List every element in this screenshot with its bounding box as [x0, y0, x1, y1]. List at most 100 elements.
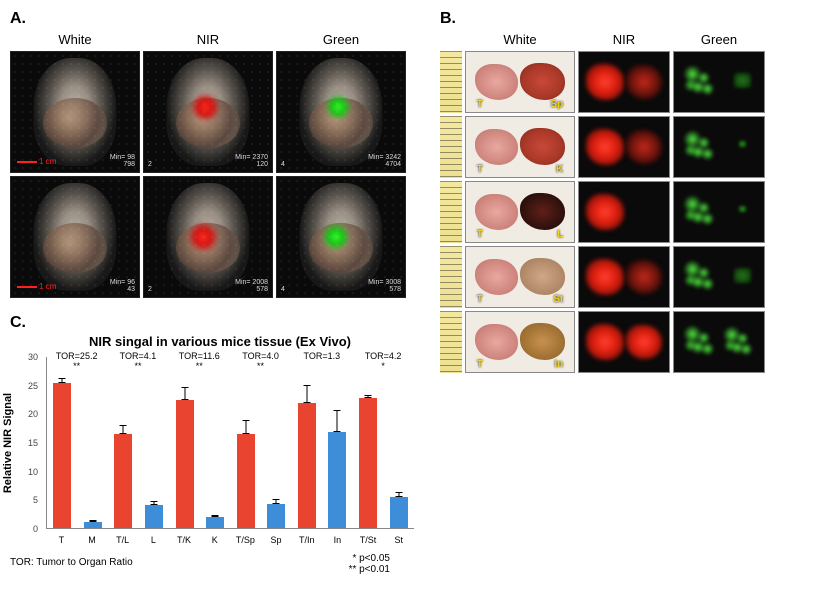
organ-white-image: T Sp [465, 51, 575, 113]
organ-nir-image [578, 246, 670, 308]
panel-c: C. NIR singal in various mice tissue (Ex… [10, 314, 430, 575]
bar [176, 400, 194, 528]
bar-group [292, 357, 323, 528]
bar [84, 522, 102, 528]
bar [53, 383, 71, 528]
error-bar [276, 499, 277, 504]
organ-label: L [557, 229, 563, 240]
organ-green-image [673, 311, 765, 373]
panel-c-label: C. [10, 314, 26, 331]
min-max-readout: Min= 9643 [110, 279, 135, 293]
bar-group [169, 357, 200, 528]
y-axis: Relative NIR Signal 051015202530 [10, 357, 42, 529]
panel-b-grid: WhiteNIRGreenTSpTKTLTStTIn [440, 32, 810, 373]
min-max-readout: Min= 2008578 [235, 279, 268, 293]
bars-container [47, 357, 414, 528]
panel-a: A. WhiteNIRGreen1 cmMin= 987982Min= 2370… [10, 10, 430, 298]
ruler [440, 51, 462, 113]
error-bar [215, 515, 216, 517]
min-max-readout: Min= 3008578 [368, 279, 401, 293]
panel-a-label: A. [10, 10, 26, 27]
x-tick-label: L [138, 535, 169, 545]
mouse-image-green: 4 Min= 32424704 [276, 51, 406, 173]
chart-title: NIR singal in various mice tissue (Ex Vi… [10, 334, 430, 349]
organ-nir-image [578, 181, 670, 243]
bar-group [108, 357, 139, 528]
corner-index: 2 [148, 286, 152, 293]
ruler [440, 181, 462, 243]
footnote-tor: TOR: Tumor to Organ Ratio [10, 557, 133, 575]
mouse-image-green: 4 Min= 3008578 [276, 176, 406, 298]
bar [298, 403, 316, 528]
x-tick-label: St [383, 535, 414, 545]
tumor-label: T [477, 164, 483, 175]
organ-white-image: T In [465, 311, 575, 373]
y-tick: 15 [28, 438, 38, 448]
x-tick-label: T/Sp [230, 535, 261, 545]
organ-green-image [673, 116, 765, 178]
organ-green-image [673, 51, 765, 113]
scale-bar: 1 cm [17, 157, 56, 166]
scale-bar: 1 cm [17, 282, 56, 291]
x-tick-label: T/L [107, 535, 138, 545]
panel-b: B. WhiteNIRGreenTSpTKTLTStTIn [440, 10, 810, 575]
error-bar [62, 378, 63, 383]
mouse-image-nir: 2 Min= 2370120 [143, 51, 273, 173]
organ-white-image: TK [465, 116, 575, 178]
bar [328, 432, 346, 528]
y-tick: 25 [28, 381, 38, 391]
corner-index: 4 [281, 286, 285, 293]
y-tick: 30 [28, 352, 38, 362]
bar [114, 434, 132, 528]
organ-white-image: TSt [465, 246, 575, 308]
p-values: * p<0.05** p<0.01 [349, 553, 390, 575]
x-tick-label: M [77, 535, 108, 545]
error-bar [337, 410, 338, 432]
x-tick-label: T [46, 535, 77, 545]
error-bar [245, 420, 246, 434]
panel-a-grid: WhiteNIRGreen1 cmMin= 987982Min= 2370120… [10, 32, 430, 298]
tumor-label: T [477, 359, 483, 370]
error-bar [184, 387, 185, 400]
organ-label: Sp [550, 99, 563, 110]
min-max-readout: Min= 2370120 [235, 154, 268, 168]
panel-a-col-header: Green [276, 32, 406, 48]
panel-a-col-header: NIR [143, 32, 273, 48]
bar [206, 517, 224, 528]
nir-signal-spot [188, 223, 219, 252]
panel-b-col-header: Green [673, 32, 765, 48]
organ-nir-image [578, 116, 670, 178]
bar-group [47, 357, 78, 528]
bar [145, 505, 163, 528]
x-tick-label: Sp [261, 535, 292, 545]
organ-green-image [673, 246, 765, 308]
bar-group [322, 357, 353, 528]
organ-nir-image [578, 51, 670, 113]
bar-group [200, 357, 231, 528]
bar-group [230, 357, 261, 528]
error-bar [123, 425, 124, 434]
x-tick-label: T/St [353, 535, 384, 545]
y-tick: 0 [33, 524, 38, 534]
min-max-readout: Min= 32424704 [368, 154, 401, 168]
bar-group [139, 357, 170, 528]
x-tick-label: T/In [291, 535, 322, 545]
panel-b-col-header: NIR [578, 32, 670, 48]
organ-label: In [554, 359, 563, 370]
bar-group [78, 357, 109, 528]
organ-white-image: TL [465, 181, 575, 243]
error-bar [92, 520, 93, 522]
error-bar [398, 492, 399, 497]
bar [267, 504, 285, 528]
panel-b-label: B. [440, 10, 456, 27]
panel-b-col-header: White [465, 32, 575, 48]
mouse-image-white: 1 cmMin= 98798 [10, 51, 140, 173]
organ-nir-image [578, 311, 670, 373]
corner-index: 4 [281, 161, 285, 168]
nir-signal-spot [191, 94, 219, 120]
tumor-label: T [477, 99, 483, 110]
tumor-label: T [477, 294, 483, 305]
corner-index: 2 [148, 161, 152, 168]
x-tick-label: T/K [169, 535, 200, 545]
y-tick: 10 [28, 467, 38, 477]
